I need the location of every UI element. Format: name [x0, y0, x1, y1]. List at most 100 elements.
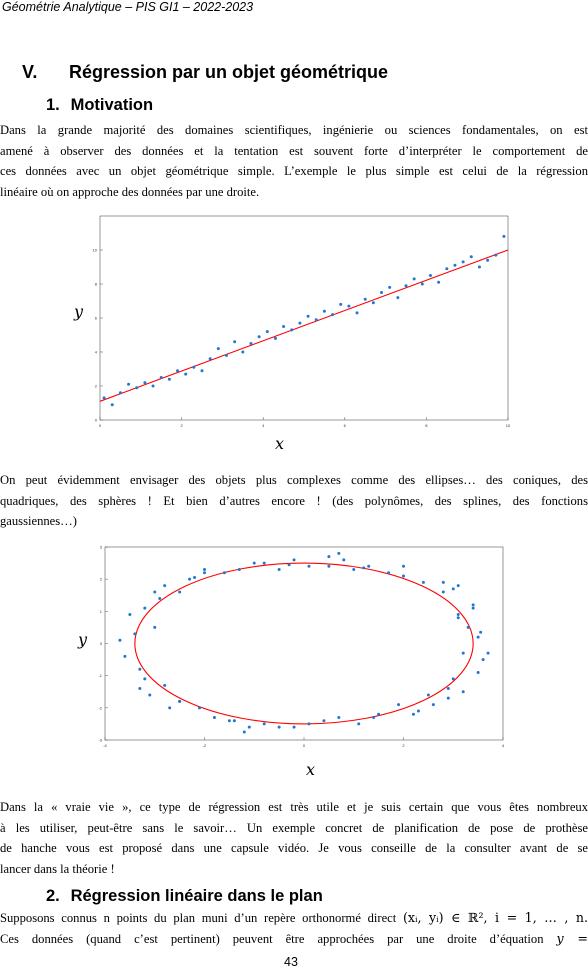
data-point [212, 715, 216, 719]
data-point [362, 566, 366, 570]
data-point [292, 725, 296, 729]
data-point [222, 571, 226, 575]
data-point [282, 325, 286, 328]
data-point [153, 590, 157, 594]
data-point [446, 696, 450, 700]
data-point [133, 632, 137, 636]
y-tick-label: 8 [95, 282, 98, 287]
data-point [252, 561, 256, 565]
data-point [387, 571, 391, 575]
regression-ellipse [134, 562, 474, 725]
data-point [216, 347, 220, 351]
x-tick-label: 2 [402, 743, 405, 748]
data-point [441, 580, 445, 584]
data-point [446, 687, 450, 691]
data-point [441, 590, 445, 594]
data-point [411, 712, 415, 716]
subsection-title-motivation: 1. Motivation [46, 96, 153, 115]
data-point [292, 558, 296, 562]
y-tick-label: 0 [95, 418, 98, 423]
data-point [322, 309, 326, 313]
x-tick-label: 2 [180, 423, 183, 428]
x-tick-label: -4 [103, 743, 107, 748]
data-point [377, 712, 381, 716]
data-point [404, 284, 408, 288]
data-point [456, 613, 460, 617]
data-point [184, 372, 188, 376]
paragraph-line: Dans la « vraie vie », ce type de régres… [0, 800, 588, 814]
section-title-text: Régression par un objet géométrique [69, 62, 389, 82]
data-point [265, 330, 269, 334]
data-point [426, 693, 430, 697]
y-tick-label: 2 [100, 577, 103, 582]
data-point [437, 280, 441, 284]
figure1-ylabel: y [74, 302, 84, 321]
data-point [227, 719, 231, 723]
paragraph-line: amené à observer des données et la tenta… [0, 143, 588, 158]
data-point [287, 563, 291, 567]
section-number: V. [22, 62, 38, 82]
data-point [397, 703, 401, 707]
data-point [494, 253, 498, 257]
linear-regression-plot: 0 2 4 6 8 10 0 2 4 6 8 10 [93, 215, 511, 428]
paragraph-line: Ces données (quand c’est pertinent) peuv… [0, 929, 588, 950]
x-tick-label: -2 [203, 743, 207, 748]
y-tick-label: 3 [100, 545, 103, 550]
data-point [471, 603, 475, 607]
page-number: 43 [284, 955, 298, 969]
data-point [203, 568, 206, 572]
data-point [421, 580, 425, 584]
data-point [193, 576, 197, 580]
data-point [168, 706, 172, 710]
data-point [402, 564, 405, 568]
data-point [118, 638, 122, 642]
data-point [167, 377, 171, 381]
x-tick-label: 4 [262, 423, 265, 428]
data-point [469, 255, 473, 259]
data-point [135, 386, 139, 390]
data-point [380, 291, 384, 294]
data-point [322, 719, 326, 723]
data-point [357, 722, 361, 726]
data-point [273, 336, 277, 340]
data-point [277, 725, 281, 729]
data-point [372, 715, 376, 719]
line-text: Ces données (quand c’est pertinent) peuv… [0, 931, 544, 946]
x-tick-label: 4 [502, 743, 505, 748]
data-point [233, 340, 237, 344]
data-point [461, 260, 465, 264]
subsection-number: 1. [46, 96, 60, 114]
data-point [396, 296, 400, 300]
data-point [176, 369, 180, 373]
data-point [456, 616, 460, 620]
data-point [127, 382, 131, 386]
running-header: Géométrie Analytique – PIS GI1 – 2022-20… [2, 0, 254, 14]
data-point [445, 267, 449, 271]
data-point [476, 670, 480, 674]
paragraph-line: de hanche vous est proposé dans une caps… [0, 841, 588, 855]
data-point [153, 625, 157, 629]
data-point [262, 561, 266, 565]
data-point [148, 693, 152, 697]
paragraph-motivation: Dans la grande majorité des domaines sci… [0, 120, 588, 202]
data-point [352, 568, 356, 572]
data-point [298, 321, 302, 325]
data-point [237, 568, 241, 572]
paragraph-line: gaussiennes…) [0, 514, 77, 528]
math-expression: (xᵢ, yᵢ) ∈ ℝ², i = 1, … , n. [402, 910, 588, 925]
y-tick-label: 2 [95, 384, 98, 389]
y-tick-label: -2 [98, 705, 102, 710]
data-point [466, 625, 470, 629]
data-point [188, 577, 192, 581]
x-tick-label: 8 [425, 423, 428, 428]
y-tick-label: 4 [95, 350, 98, 355]
paragraph-linear-regression: Supposons connus n points du plan muni d… [0, 908, 588, 949]
data-point [479, 630, 483, 634]
figure1-xlabel: x [275, 434, 285, 453]
data-point [290, 328, 294, 332]
data-point [262, 722, 266, 726]
data-point [461, 690, 465, 694]
data-point [347, 304, 351, 308]
data-point [123, 654, 127, 658]
data-point [367, 564, 371, 568]
